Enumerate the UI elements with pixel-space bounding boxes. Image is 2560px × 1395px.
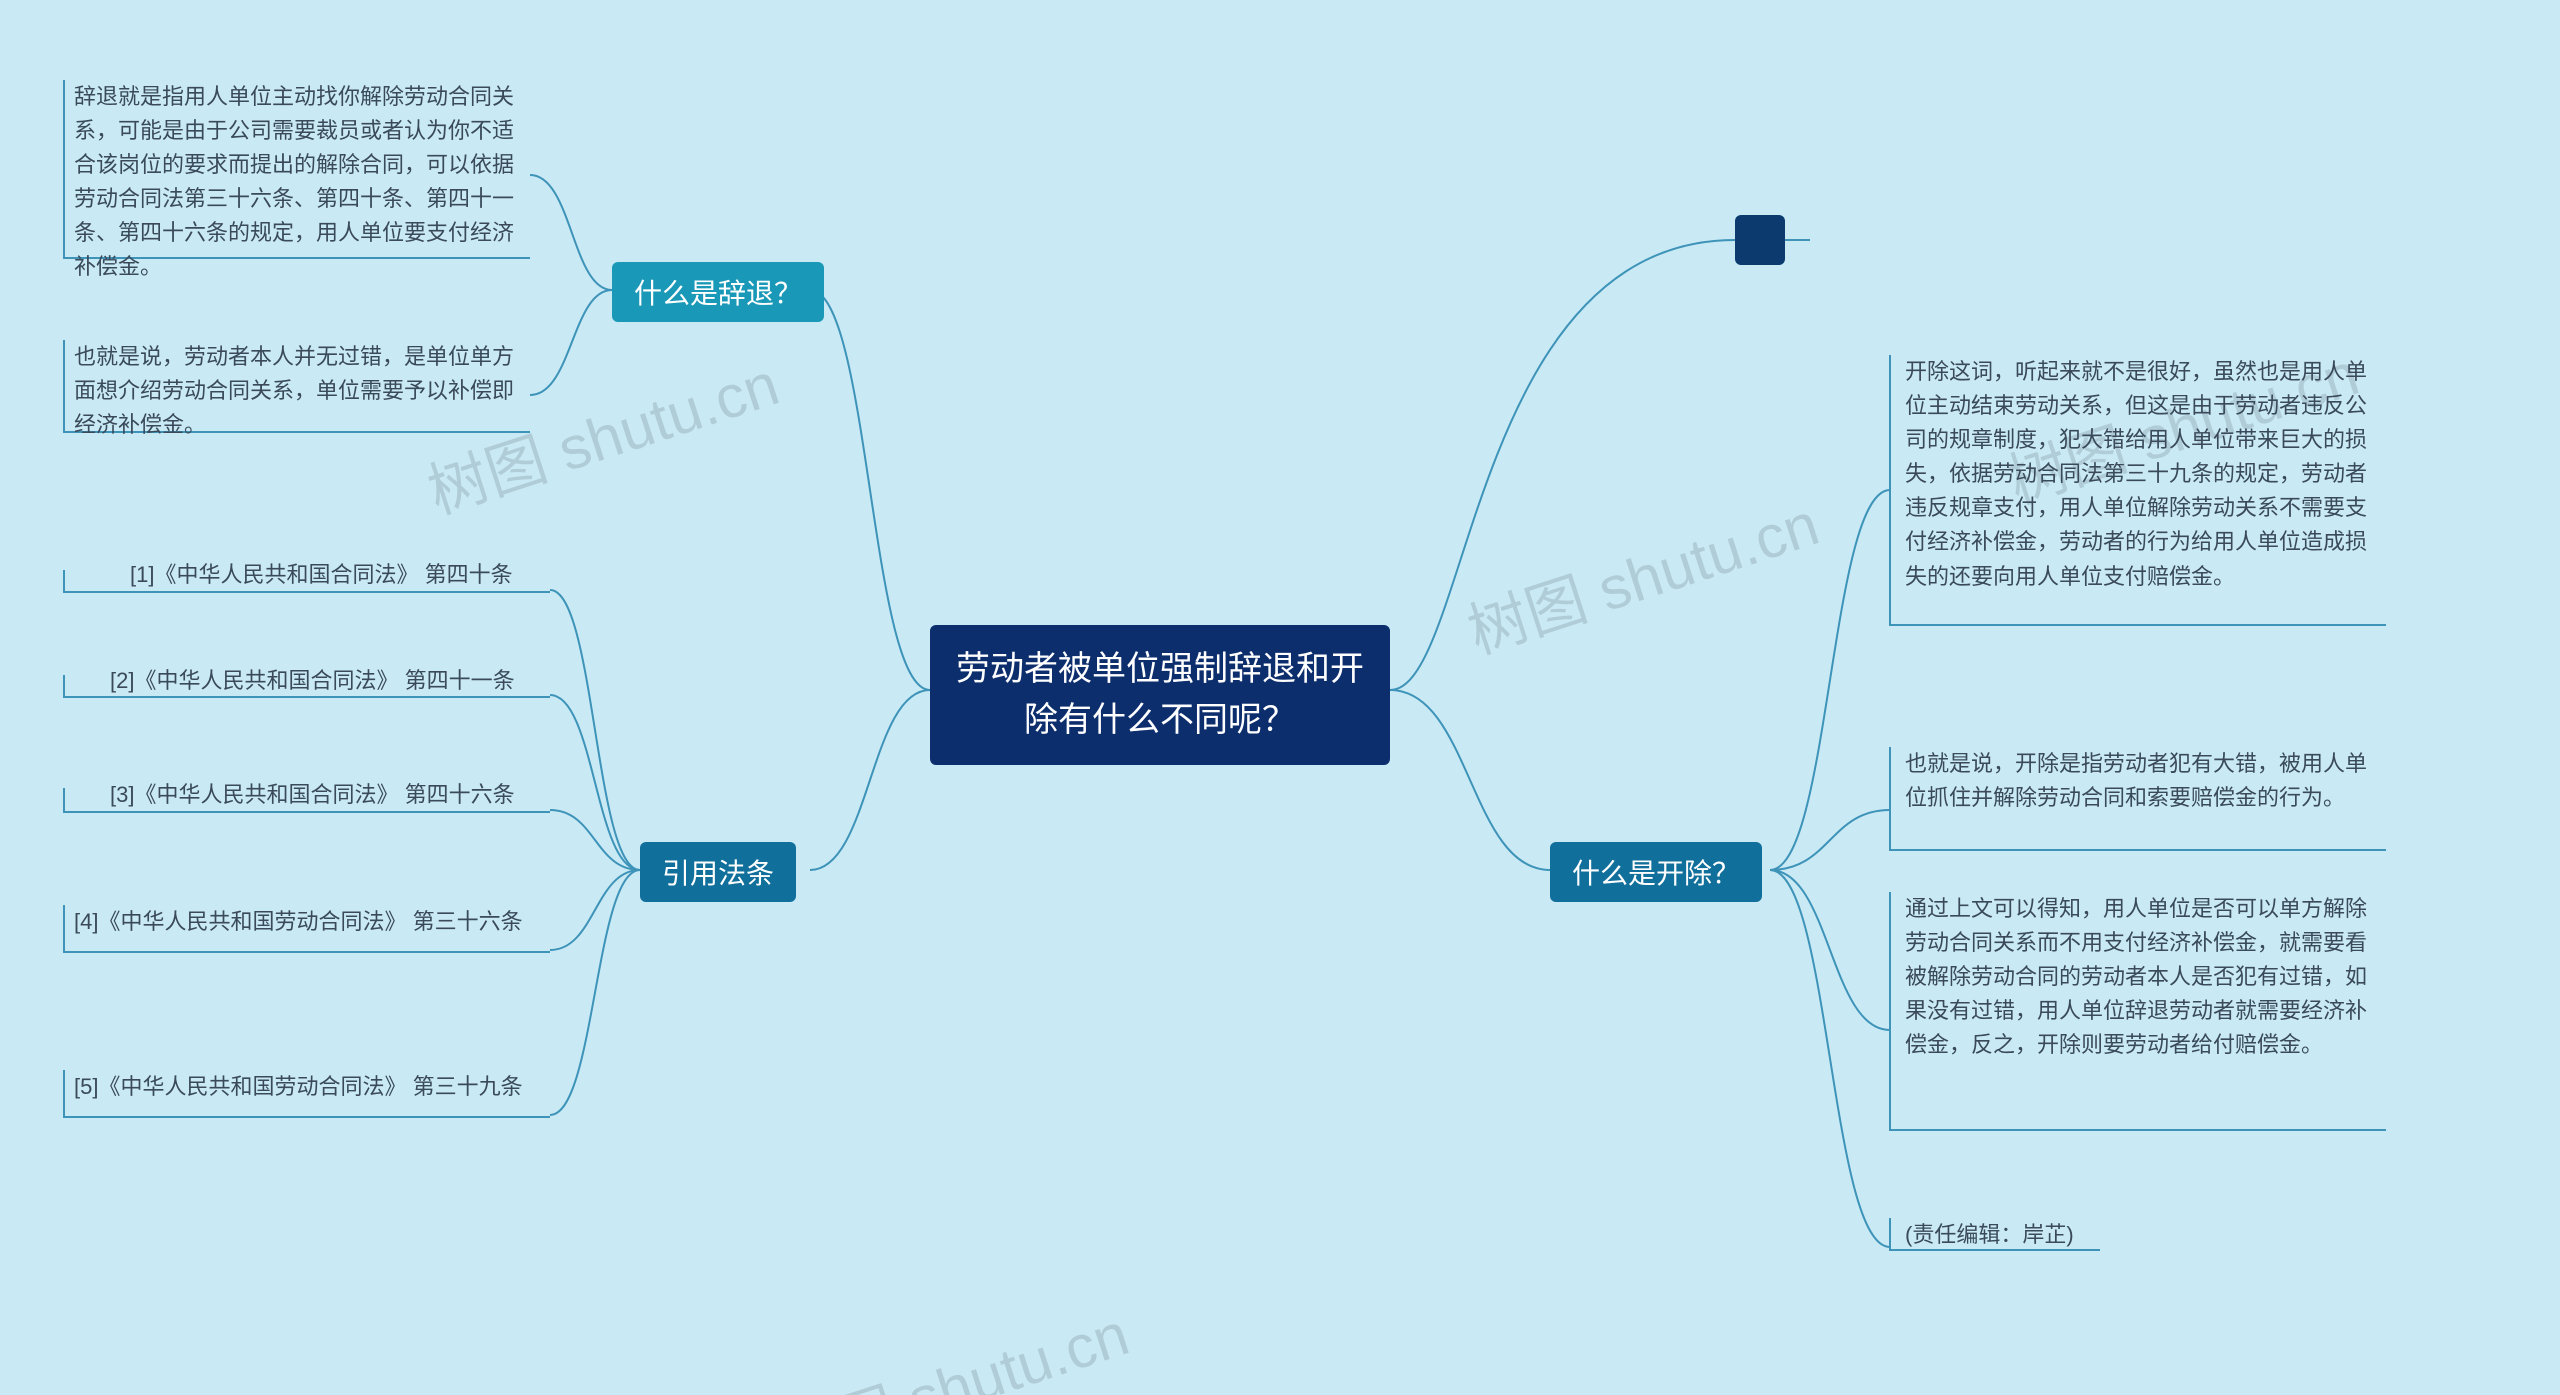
leaf-law-4: [4]《中华人民共和国劳动合同法》 第三十六条 [74,905,539,939]
leaf-law-3: [3]《中华人民共和国合同法》 第四十六条 [110,778,540,812]
leaf-editor: (责任编辑：岸芷) [1905,1218,2205,1252]
branch-dismiss: 什么是辞退？ [612,262,824,322]
branch-laws-label: 引用法条 [662,852,774,892]
root-node: 劳动者被单位强制辞退和开除有什么不同呢？ [930,625,1390,765]
watermark: 树图 shutu.cn [1455,476,1828,671]
leaf-law-2: [2]《中华人民共和国合同法》 第四十一条 [110,664,540,698]
branch-expel-label: 什么是开除？ [1572,852,1740,892]
branch-expel: 什么是开除？ [1550,842,1762,902]
leaf-expel-def: 开除这词，听起来就不是很好，虽然也是用人单位主动结束劳动关系，但这是由于劳动者违… [1905,355,2385,594]
leaf-expel-conclusion: 通过上文可以得知，用人单位是否可以单方解除劳动合同关系而不用支付经济补偿金，就需… [1905,892,2385,1062]
leaf-law-1: [1]《中华人民共和国合同法》 第四十条 [130,558,540,592]
branch-dismiss-label: 什么是辞退？ [634,272,802,312]
branch-laws: 引用法条 [640,842,796,902]
leaf-dismiss-sum: 也就是说，劳动者本人并无过错，是单位单方面想介绍劳动合同关系，单位需要予以补偿即… [74,340,529,442]
root-label: 劳动者被单位强制辞退和开除有什么不同呢？ [946,644,1374,746]
watermark: 树图 shutu.cn [765,1286,1138,1395]
leaf-law-5: [5]《中华人民共和国劳动合同法》 第三十九条 [74,1070,539,1104]
leaf-dismiss-def: 辞退就是指用人单位主动找你解除劳动合同关系，可能是由于公司需要裁员或者认为你不适… [74,80,529,285]
branch-empty [1735,215,1785,265]
leaf-expel-sum: 也就是说，开除是指劳动者犯有大错，被用人单位抓住并解除劳动合同和索要赔偿金的行为… [1905,747,2385,815]
